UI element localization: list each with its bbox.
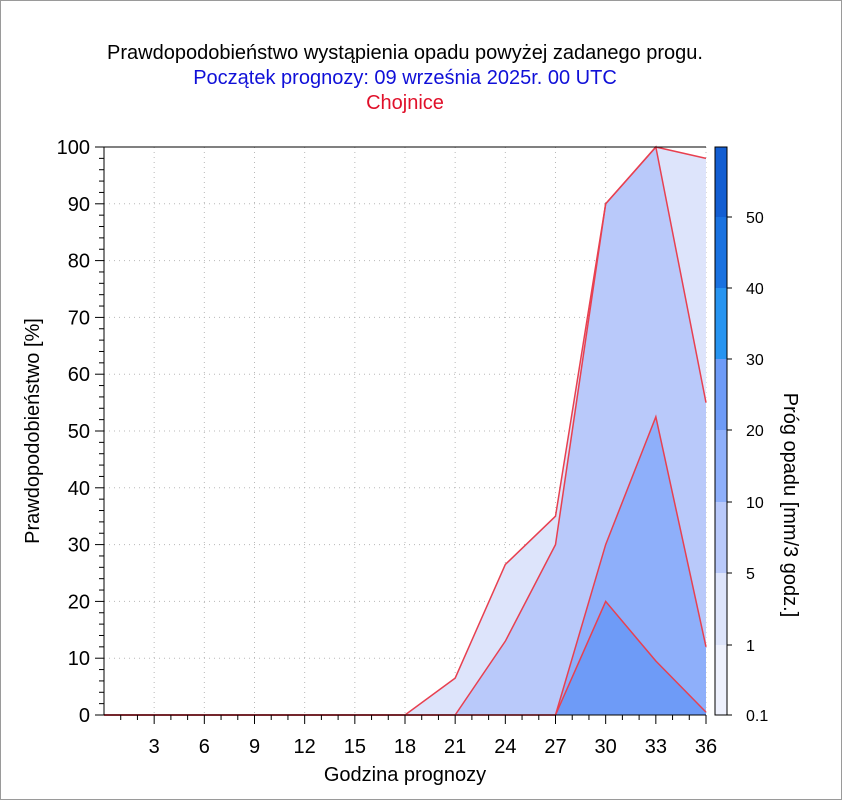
- colorbar-segment: [715, 645, 727, 715]
- colorbar-tick-label: 1: [746, 638, 755, 655]
- chart-subtitle: Początek prognozy: 09 września 2025r. 00…: [193, 67, 617, 89]
- x-tick-label: 21: [444, 736, 466, 758]
- colorbar-tick-label: 0.1: [746, 708, 768, 725]
- y-tick-label: 80: [68, 251, 90, 273]
- y-tick-label: 10: [68, 648, 90, 670]
- area-threshold-1: [104, 147, 706, 715]
- colorbar-border: [714, 146, 728, 716]
- x-tick-label: 36: [695, 736, 717, 758]
- colorbar-segment: [715, 502, 727, 573]
- y-tick-label: 30: [68, 535, 90, 557]
- colorbar-segment: [715, 430, 727, 502]
- colorbar: 0.1 1 5 10 20 30 40 50: [714, 146, 768, 725]
- y-tick-label: 20: [68, 591, 90, 613]
- x-tick-label: 27: [544, 736, 566, 758]
- x-axis-label: Godzina prognozy: [324, 764, 486, 786]
- colorbar-segment: [715, 359, 727, 430]
- x-tick-label: 33: [645, 736, 667, 758]
- colorbar-tick-label: 40: [746, 281, 764, 298]
- area-threshold-10: [104, 601, 706, 715]
- colorbar-segment: [715, 147, 727, 217]
- x-tick-label: 30: [595, 736, 617, 758]
- chart-title: Prawdopodobieństwo wystąpienia opadu pow…: [107, 42, 703, 64]
- y-tick-label: 50: [68, 421, 90, 443]
- colorbar-segment: [715, 573, 727, 645]
- colorbar-tick-label: 30: [746, 352, 764, 369]
- colorbar-label: Próg opadu [mm/3 godz.]: [779, 393, 801, 618]
- colorbar-segment: [715, 217, 727, 288]
- y-tick-label: 60: [68, 364, 90, 386]
- x-tick-label: 9: [249, 736, 260, 758]
- y-tick-label: 90: [68, 194, 90, 216]
- y-axis-label: Prawdopodobieństwo [%]: [22, 318, 44, 544]
- colorbar-tick-label: 50: [746, 210, 764, 227]
- x-tick-label: 3: [149, 736, 160, 758]
- x-tick-label: 15: [344, 736, 366, 758]
- colorbar-tick-label: 20: [746, 423, 764, 440]
- chart-location: Chojnice: [366, 92, 444, 114]
- y-tick-label: 40: [68, 478, 90, 500]
- colorbar-tick-label: 10: [746, 495, 764, 512]
- x-tick-label: 6: [199, 736, 210, 758]
- y-tick-label: 100: [57, 137, 90, 159]
- y-tick-label: 0: [79, 705, 90, 727]
- x-tick-label: 12: [294, 736, 316, 758]
- y-tick-label: 70: [68, 307, 90, 329]
- x-tick-label: 24: [494, 736, 516, 758]
- x-tick-label: 18: [394, 736, 416, 758]
- colorbar-tick-label: 5: [746, 566, 755, 583]
- colorbar-segment: [715, 288, 727, 359]
